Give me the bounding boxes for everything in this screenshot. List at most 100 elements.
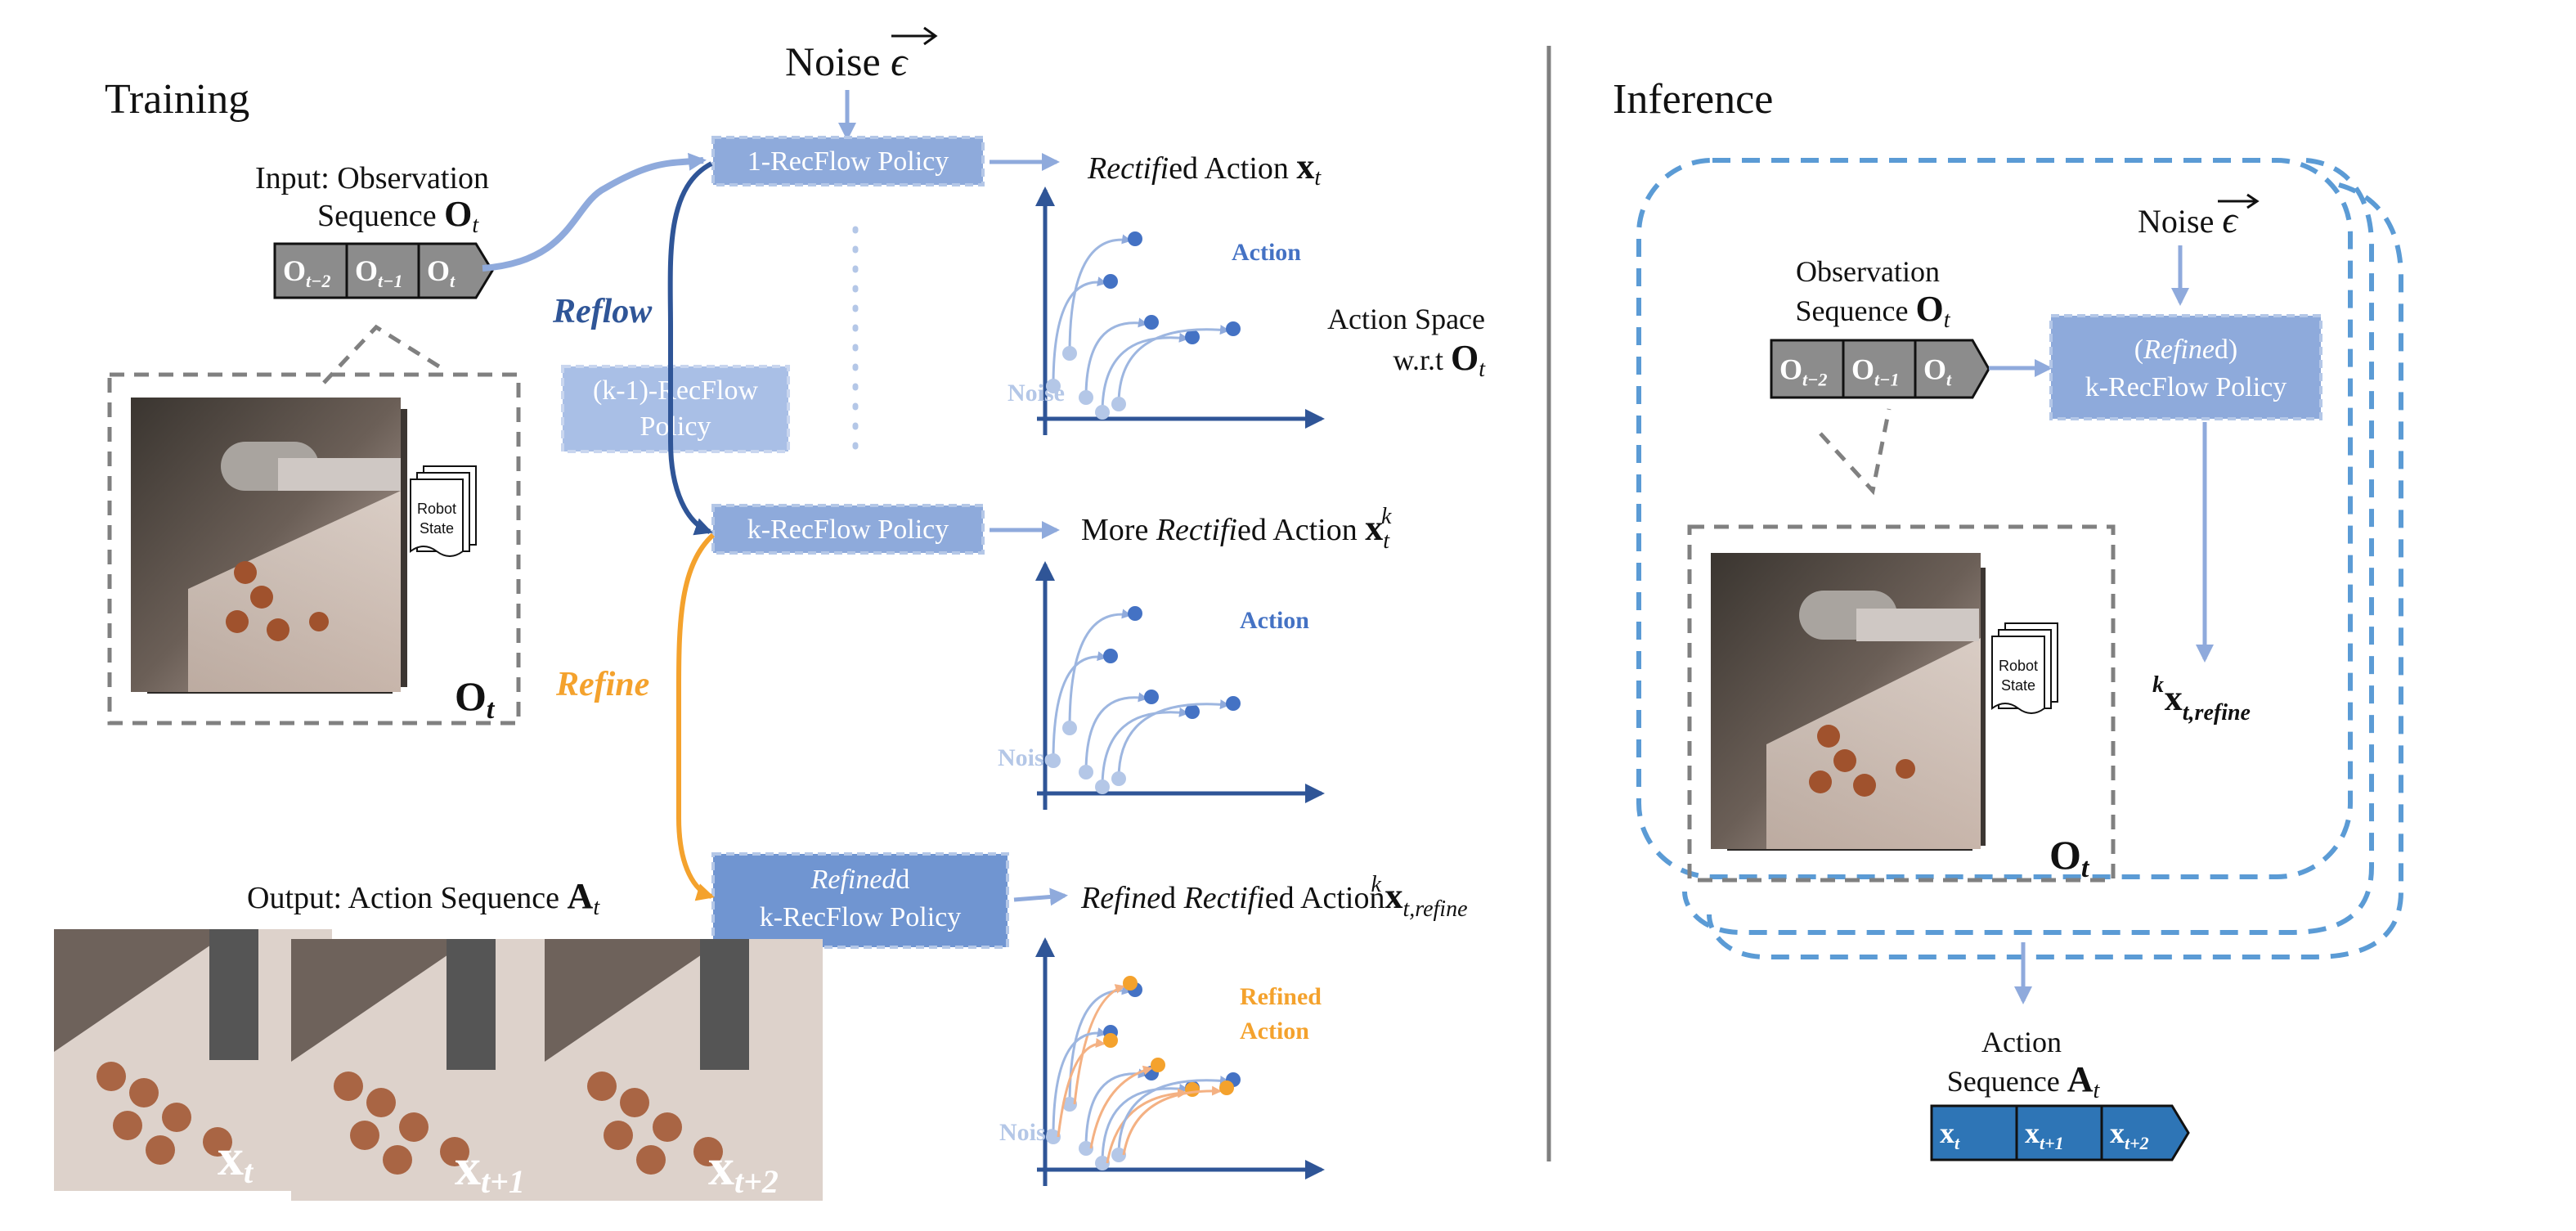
action-legend-label: Action (1232, 239, 1301, 266)
sequence-token-label: Ot−2 (283, 254, 330, 291)
noise-point (1111, 397, 1126, 411)
sequence-token-label: xt+1 (2025, 1116, 2064, 1153)
action-frame-label: xt+2 (708, 1138, 779, 1200)
flow-curve (1101, 332, 1189, 413)
input-callout-line (322, 324, 443, 384)
svg-text:k-RecFlow Policy: k-RecFlow Policy (760, 902, 961, 932)
svg-text:Ot: Ot (2049, 832, 2090, 883)
flow-curve (1117, 325, 1230, 405)
flow-curve (1101, 707, 1189, 788)
svg-text:k-RecFlow Policy: k-RecFlow Policy (2085, 372, 2287, 402)
inference-observation-bar: Ot−2 Ot−1 Ot (1770, 339, 1990, 399)
action-frame-cup (203, 1127, 232, 1157)
action-point (1226, 321, 1241, 336)
svg-text:(Refined): (Refined) (2134, 335, 2238, 365)
plot3-title: Refined Rectified Actionxt,refinek (1080, 872, 1468, 922)
sequence-token-label: xt (1940, 1116, 1960, 1153)
action-frame-cup (620, 1088, 649, 1117)
flow-curve (1084, 692, 1148, 773)
action-frame-cup (146, 1135, 175, 1165)
plot2-title: More Rectified Action xtk (1081, 504, 1392, 554)
action-frame-cup (440, 1137, 469, 1166)
noise-point (1046, 753, 1061, 768)
policyrefined-to-plot-arrow (1013, 887, 1068, 906)
inference-obs-label-line1: Observation (1796, 255, 1940, 288)
svg-text:Action Space: Action Space (1327, 303, 1485, 335)
flow-curve (1084, 1068, 1148, 1149)
noise-point (1111, 1148, 1126, 1162)
noise-point (1095, 1156, 1110, 1170)
inference-image-label: Ot (2049, 832, 2090, 883)
input-label-line1: Input: Observation (255, 161, 489, 195)
flow-curve (1052, 651, 1107, 762)
inference-heading: Inference (1613, 76, 1773, 123)
svg-text:Noise ϵ: Noise ϵ (785, 38, 909, 84)
policy-box-refined[interactable]: Refinedd k-RecFlow Policy (711, 852, 1009, 949)
action-frame-label: xt (218, 1128, 254, 1190)
action-frame-cup (636, 1145, 666, 1175)
flow-curve (1084, 317, 1148, 398)
action-legend-label: Action (1240, 607, 1309, 634)
action-frame-cup (604, 1121, 633, 1150)
noise-point (1062, 1097, 1077, 1112)
action-frame-gripper (209, 929, 258, 1060)
svg-text:Policy: Policy (640, 411, 711, 442)
svg-text:Refined Rectified Actionxt,ref: Refined Rectified Actionxt,refinek (1080, 872, 1468, 922)
sequence-token-label: Ot (427, 254, 456, 291)
svg-text:w.r.t Ot: w.r.t Ot (1393, 338, 1486, 382)
inference-action-bar: xt xt+1 xt+2 (1930, 1104, 2190, 1161)
svg-text:Refinedd: Refinedd (810, 865, 910, 895)
svg-text:Robot: Robot (1999, 658, 2038, 674)
svg-text:Sequence Ot: Sequence Ot (1796, 289, 1951, 333)
reflow-label: Reflow (552, 293, 653, 330)
sequence-token (345, 242, 420, 299)
flow-curve (1052, 1027, 1107, 1138)
sequence-token (417, 242, 494, 299)
svg-text:Sequence Ot: Sequence Ot (317, 194, 479, 238)
action-frames: xt xt+1 xt+2 (54, 929, 823, 1201)
flow-curve (1068, 609, 1132, 729)
plot-more-rectified-action: Action Noise (998, 561, 1325, 810)
action-point (1128, 606, 1142, 621)
action-point (1185, 330, 1200, 344)
refined-point (1219, 1080, 1234, 1095)
noise-point (1111, 771, 1126, 786)
refined-point (1103, 1033, 1118, 1048)
observation-photo-stack (131, 398, 407, 694)
policy-box-km1[interactable]: (k-1)-RecFlow Policy (561, 365, 790, 453)
policy-box-1[interactable]: 1-RecFlow Policy (711, 136, 985, 186)
input-label-line2: Sequence Ot (317, 194, 479, 238)
inference-obs-label-line2: Sequence Ot (1796, 289, 1951, 333)
observation-image-frame (107, 372, 521, 726)
training-noise-label: Noise ϵ (785, 26, 938, 84)
action-point (1103, 274, 1118, 289)
action-point (1144, 690, 1159, 704)
action-frame-cup (587, 1072, 617, 1101)
action-frame-gripper (447, 939, 496, 1070)
flow-curve (1068, 234, 1132, 354)
observation-sequence-bar: Ot−2 Ot−1 Ot (273, 242, 494, 299)
refined-point (1151, 1058, 1165, 1072)
training-heading: Training (105, 76, 249, 123)
refine-curve (1073, 984, 1125, 1105)
action-frame-gripper (700, 939, 749, 1070)
inference-output-symbol: xt,refinek (2152, 672, 2251, 726)
output-label: Output: Action Sequence At (247, 876, 600, 920)
sequence-token-label: Ot (1923, 353, 1952, 390)
refined-legend-label: Refined (1240, 983, 1322, 1010)
noise-point (1062, 721, 1077, 735)
refine-curve (1122, 1085, 1222, 1156)
refined-point (1185, 1082, 1200, 1097)
action-frame-cup (366, 1088, 396, 1117)
policy-box-k[interactable]: k-RecFlow Policy (711, 504, 985, 555)
refine-curve (1057, 1038, 1106, 1138)
action-point (1103, 649, 1118, 663)
flow-curve (1117, 699, 1230, 779)
inference-policy-box[interactable]: (Refined) k-RecFlow Policy (2049, 314, 2322, 420)
noise-point (1079, 765, 1093, 779)
inference-robot-state-doc-icon: Robot State (1991, 622, 2058, 714)
refine-curve (1089, 1065, 1153, 1149)
action-frame-cup (399, 1112, 429, 1142)
